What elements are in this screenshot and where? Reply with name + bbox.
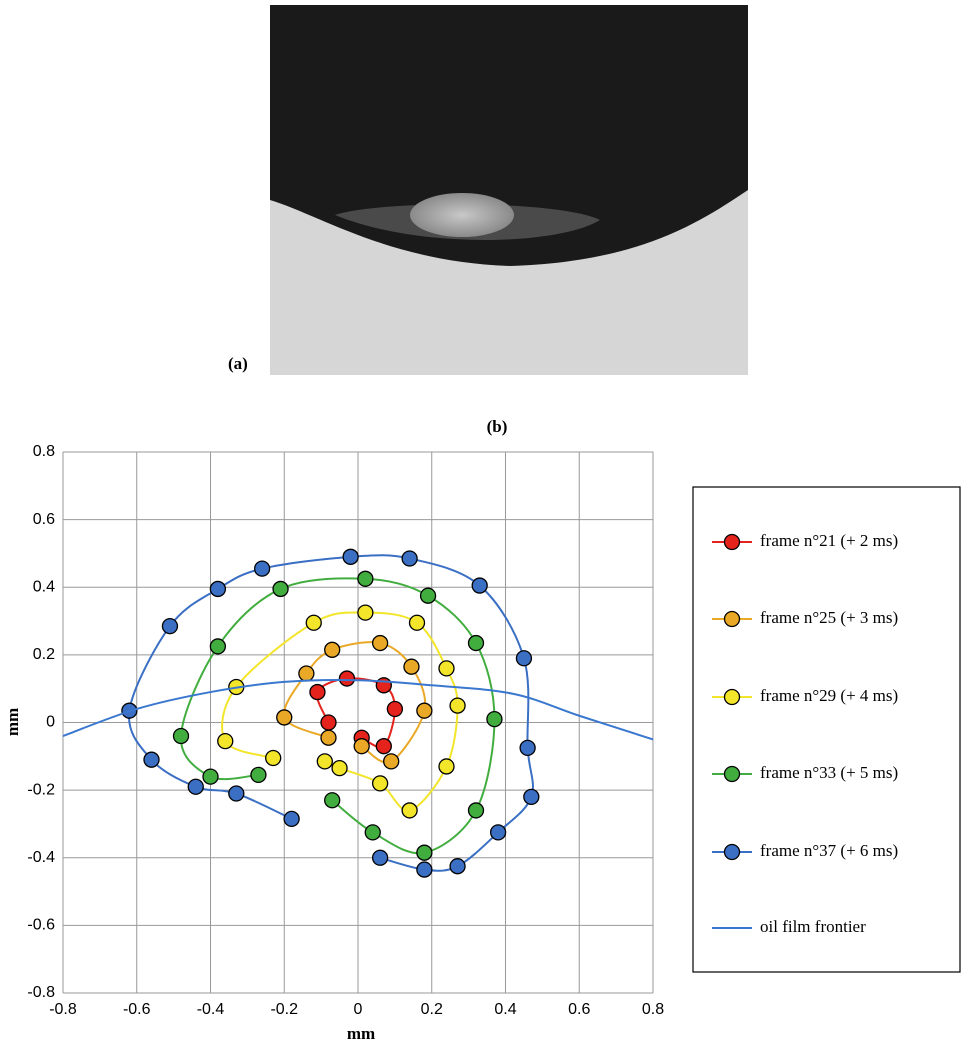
y-tick-label: -0.2 bbox=[27, 781, 55, 798]
data-point bbox=[202, 768, 219, 785]
x-tick-label: -0.4 bbox=[197, 1001, 225, 1018]
data-point bbox=[486, 710, 503, 728]
data-point bbox=[471, 577, 488, 594]
data-point bbox=[523, 788, 540, 806]
y-tick-label: 0 bbox=[46, 714, 55, 731]
data-point bbox=[357, 570, 374, 587]
y-tick-label: 0.6 bbox=[33, 511, 55, 528]
photo bbox=[270, 5, 748, 375]
data-point bbox=[519, 739, 536, 757]
series-line bbox=[127, 554, 534, 872]
legend-marker bbox=[723, 688, 741, 706]
legend-label: oil film frontier bbox=[760, 917, 866, 936]
data-point bbox=[250, 766, 267, 784]
y-tick-label: 0.4 bbox=[33, 578, 55, 595]
data-point bbox=[305, 614, 322, 631]
x-tick-label: 0.8 bbox=[642, 1001, 664, 1018]
legend-label: frame n°25 (+ 3 ms) bbox=[760, 608, 898, 627]
data-point bbox=[449, 697, 466, 714]
data-point bbox=[438, 660, 455, 677]
y-axis-label: mm bbox=[3, 708, 22, 736]
legend-label: frame n°33 (+ 5 ms) bbox=[760, 763, 898, 782]
y-tick-label: -0.4 bbox=[27, 849, 55, 866]
data-point bbox=[272, 580, 289, 598]
y-tick-label: -0.8 bbox=[27, 984, 55, 1001]
data-point bbox=[419, 587, 437, 604]
data-point bbox=[401, 550, 418, 567]
legend-label: frame n°29 (+ 4 ms) bbox=[760, 686, 898, 705]
data-point bbox=[416, 844, 433, 861]
data-point bbox=[324, 792, 341, 809]
data-point bbox=[467, 634, 485, 652]
x-tick-label: 0.6 bbox=[568, 1001, 590, 1018]
data-point bbox=[309, 683, 326, 701]
legend-marker bbox=[723, 610, 741, 628]
data-point bbox=[416, 861, 433, 878]
x-axis-label: mm bbox=[347, 1024, 375, 1043]
photo-dark-region bbox=[270, 5, 748, 266]
legend-box bbox=[692, 486, 961, 973]
x-tick-label: 0.2 bbox=[421, 1001, 443, 1018]
data-point bbox=[143, 751, 160, 768]
y-tick-label: -0.6 bbox=[27, 917, 55, 934]
legend-marker bbox=[723, 765, 741, 783]
data-point bbox=[375, 738, 392, 755]
x-tick-label: 0.4 bbox=[494, 1001, 516, 1018]
data-point bbox=[338, 670, 356, 687]
data-point bbox=[331, 759, 348, 777]
data-point bbox=[187, 778, 204, 795]
data-point bbox=[316, 753, 333, 770]
photo-droplet bbox=[410, 193, 514, 237]
x-tick-label: -0.6 bbox=[123, 1001, 151, 1018]
data-point bbox=[383, 753, 400, 770]
data-point bbox=[357, 604, 374, 621]
data-point bbox=[276, 709, 293, 726]
legend-marker bbox=[723, 843, 741, 861]
data-point bbox=[375, 677, 392, 694]
data-point bbox=[217, 732, 234, 750]
data-point bbox=[253, 560, 271, 577]
data-point bbox=[515, 650, 533, 667]
data-point bbox=[265, 749, 282, 767]
y-tick-label: 0.2 bbox=[33, 646, 55, 663]
data-point bbox=[298, 665, 315, 682]
panel-label: (a) bbox=[228, 354, 248, 373]
data-point bbox=[228, 785, 245, 802]
data-point bbox=[449, 858, 466, 875]
data-point bbox=[401, 802, 418, 819]
data-point bbox=[172, 727, 190, 745]
data-point bbox=[320, 714, 337, 731]
legend-label: frame n°37 (+ 6 ms) bbox=[760, 841, 898, 860]
chart-title: (b) bbox=[487, 417, 508, 436]
data-point bbox=[489, 824, 507, 841]
data-point bbox=[364, 824, 381, 841]
legend-label: frame n°21 (+ 2 ms) bbox=[760, 531, 898, 550]
data-point bbox=[324, 641, 341, 658]
x-tick-label: -0.2 bbox=[270, 1001, 298, 1018]
data-point bbox=[416, 702, 433, 719]
data-point bbox=[342, 548, 359, 565]
data-point bbox=[386, 700, 404, 718]
data-point bbox=[209, 580, 227, 598]
x-tick-label: 0 bbox=[354, 1001, 363, 1018]
data-point bbox=[353, 738, 370, 755]
series-line bbox=[62, 678, 654, 741]
data-point bbox=[371, 775, 389, 792]
data-point bbox=[403, 658, 420, 675]
data-point bbox=[209, 638, 227, 655]
data-point bbox=[371, 634, 389, 652]
data-point bbox=[161, 617, 179, 635]
data-point bbox=[467, 802, 485, 819]
data-point bbox=[371, 849, 389, 866]
data-point bbox=[438, 758, 455, 775]
legend-marker bbox=[723, 533, 741, 551]
data-point bbox=[408, 614, 426, 631]
series-line bbox=[179, 577, 496, 855]
x-tick-label: -0.8 bbox=[49, 1001, 77, 1018]
y-tick-label: 0.8 bbox=[33, 443, 55, 460]
data-point bbox=[283, 810, 300, 828]
data-point bbox=[320, 729, 337, 746]
